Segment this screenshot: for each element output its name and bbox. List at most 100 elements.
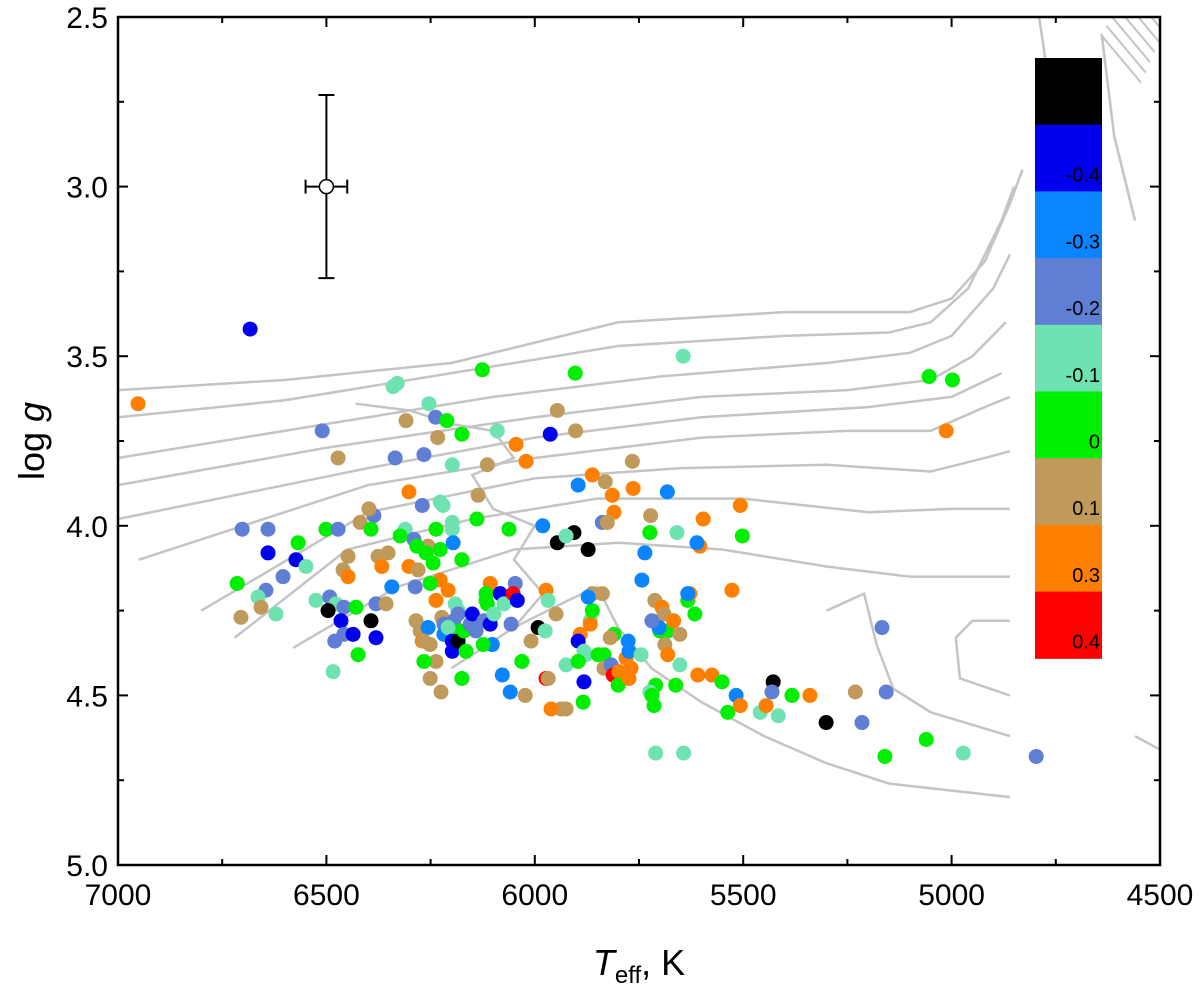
evolutionary-track <box>118 169 1024 392</box>
star-point <box>542 426 558 442</box>
star-point <box>327 633 343 649</box>
star-point <box>474 362 490 378</box>
star-point <box>363 613 379 629</box>
x-tick-label: 7000 <box>85 879 152 912</box>
star-point <box>672 626 688 642</box>
star-point <box>568 423 584 439</box>
star-point <box>543 701 559 717</box>
star-point <box>644 613 660 629</box>
star-point <box>558 657 574 673</box>
star-point <box>802 687 818 703</box>
star-point <box>680 586 696 602</box>
plot-frame <box>116 15 1162 867</box>
x-tick-label: 4500 <box>1127 879 1194 912</box>
star-point <box>687 606 703 622</box>
star-point <box>570 477 586 493</box>
star-point <box>1028 748 1044 764</box>
star-point <box>242 321 258 337</box>
star-point <box>634 572 650 588</box>
star-point <box>517 687 533 703</box>
star-point <box>253 599 269 615</box>
star-point <box>350 647 366 663</box>
star-point <box>454 552 470 568</box>
star-point <box>758 698 774 714</box>
data-points <box>130 321 1044 764</box>
star-point <box>938 423 954 439</box>
star-point <box>330 450 346 466</box>
hatched-region <box>1098 17 1160 85</box>
x-tick-label: 6000 <box>501 879 568 912</box>
star-point <box>594 586 610 602</box>
evolutionary-track <box>954 619 1011 697</box>
star-point <box>633 647 649 663</box>
star-point <box>385 379 401 395</box>
evolutionary-track <box>1134 735 1160 751</box>
star-point <box>336 599 352 615</box>
star-point <box>361 501 377 517</box>
star-point <box>580 542 596 558</box>
star-point <box>535 518 551 534</box>
star-point <box>422 575 438 591</box>
star-point <box>666 613 682 629</box>
star-point <box>368 630 384 646</box>
star-point <box>602 630 618 646</box>
star-point <box>502 684 518 700</box>
y-tick-label: 5.0 <box>66 850 108 883</box>
star-point <box>410 562 426 578</box>
star-point <box>494 667 510 683</box>
star-point <box>660 647 676 663</box>
error-bar-marker <box>318 178 335 195</box>
star-point <box>407 579 423 595</box>
evolutionary-track <box>826 591 1011 738</box>
star-point <box>584 603 600 619</box>
star-point <box>621 643 637 659</box>
y-tick-label: 4.5 <box>66 680 108 713</box>
star-point <box>233 609 249 625</box>
star-point <box>548 606 564 622</box>
star-point <box>444 521 460 537</box>
x-tick-label: 5000 <box>918 879 985 912</box>
colorbar-bin <box>1035 591 1102 659</box>
star-point <box>454 426 470 442</box>
star-point <box>784 687 800 703</box>
star-point <box>260 521 276 537</box>
colorbar-bin <box>1035 191 1102 259</box>
star-point <box>582 616 598 632</box>
y-tick-label: 3.0 <box>66 172 108 205</box>
star-point <box>340 569 356 585</box>
star-point <box>401 484 417 500</box>
colorbar-label: 0 <box>1089 432 1100 454</box>
star-point <box>570 653 586 669</box>
star-point <box>421 396 437 412</box>
star-point <box>621 670 637 686</box>
star-point <box>384 579 400 595</box>
star-point <box>374 559 390 575</box>
star-point <box>689 535 705 551</box>
star-point <box>643 508 659 524</box>
star-point <box>518 453 534 469</box>
star-point <box>433 684 449 700</box>
star-point <box>659 484 675 500</box>
star-point <box>672 657 688 673</box>
star-point <box>489 423 505 439</box>
x-tick-label: 5500 <box>710 879 777 912</box>
star-point <box>732 497 748 513</box>
colorbar-label: 0.4 <box>1072 632 1100 654</box>
evolutionary-track <box>233 497 1010 639</box>
y-tick-label: 2.5 <box>66 2 108 35</box>
star-point <box>668 677 684 693</box>
star-point <box>878 684 894 700</box>
star-point <box>308 592 324 608</box>
star-point <box>333 613 349 629</box>
evolutionary-track <box>118 321 1007 487</box>
star-point <box>523 633 539 649</box>
evolutionary-track <box>118 253 1012 460</box>
star-point <box>398 413 414 429</box>
star-point <box>624 453 640 469</box>
star-point <box>597 474 613 490</box>
star-point <box>486 606 502 622</box>
star-point <box>644 687 660 703</box>
colorbar-label: -0.2 <box>1066 298 1100 320</box>
star-point <box>764 684 780 700</box>
y-tick-label: 4.0 <box>66 511 108 544</box>
